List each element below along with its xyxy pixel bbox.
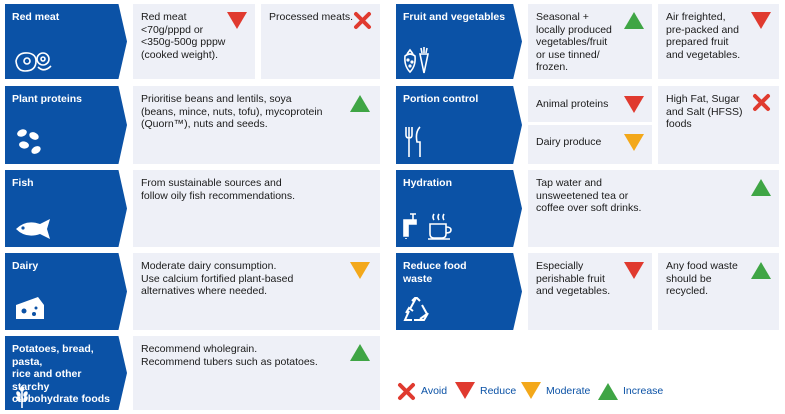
header-title: Hydration — [403, 177, 453, 189]
red-meat-cell: Red meat <70g/pppd or <350g-500g pppw (c… — [133, 4, 255, 79]
header-portion: Portion control — [396, 86, 522, 164]
header-dairy: Dairy — [5, 253, 127, 330]
tap-cup-icon — [403, 213, 452, 240]
moderate-mark — [624, 134, 644, 151]
header-title: Reduce food waste — [403, 260, 467, 285]
cell-text: Prioritise beans and lentils, soya (bean… — [141, 93, 323, 130]
strawberry-carrot-icon — [404, 47, 429, 74]
legend-moderate: Moderate — [521, 381, 590, 401]
cell-text: Processed meats. — [269, 11, 354, 23]
legend-reduce: Reduce — [455, 381, 516, 401]
header-fruit-veg: Fruit and vegetables — [396, 4, 522, 79]
reduce-mark — [227, 12, 247, 29]
legend-label: Avoid — [421, 385, 448, 397]
increase-mark — [350, 95, 370, 112]
cell-text: Especially perishable fruit and vegetabl… — [536, 260, 611, 297]
air-freighted-cell: Air freighted, pre-packed and prepared f… — [658, 4, 779, 79]
hydration-cell: Tap water and unsweetened tea or coffee … — [528, 170, 779, 247]
increase-mark — [751, 262, 771, 279]
header-title: Fish — [12, 177, 34, 189]
header-title: Fruit and vegetables — [403, 11, 506, 23]
cell-text: From sustainable sources and follow oily… — [141, 177, 296, 202]
legend-increase: Increase — [598, 381, 663, 401]
animal-proteins-cell: Animal proteins — [528, 86, 652, 122]
avoid-icon — [398, 382, 415, 400]
avoid-mark — [354, 12, 371, 29]
header-title: Dairy — [12, 260, 39, 272]
wheat-icon — [16, 386, 28, 408]
legend-label: Increase — [623, 385, 664, 397]
meat-icon — [15, 52, 52, 72]
increase-mark — [751, 179, 771, 196]
hfss-cell: High Fat, Sugar and Salt (HFSS) foods — [658, 86, 779, 164]
cell-text: High Fat, Sugar and Salt (HFSS) foods — [666, 93, 743, 130]
moderate-icon — [521, 382, 541, 399]
cheese-icon — [16, 297, 44, 319]
header-starch: Potatoes, bread, pasta, rice and other s… — [5, 336, 127, 410]
moderate-mark — [350, 262, 370, 279]
header-waste: Reduce food waste — [396, 253, 522, 330]
cell-text: Dairy produce — [536, 136, 602, 148]
header-title: Plant proteins — [12, 93, 83, 105]
reduce-mark — [751, 12, 771, 29]
legend-avoid: Avoid — [397, 381, 447, 401]
fruit-veg-cell: Seasonal + locally produced vegetables/f… — [528, 4, 652, 79]
header-hydration: Hydration — [396, 170, 522, 247]
fish-icon — [16, 219, 50, 239]
beans-icon — [17, 129, 41, 154]
plant-proteins-cell: Prioritise beans and lentils, soya (bean… — [133, 86, 380, 164]
cell-text: Animal proteins — [536, 98, 609, 110]
header-fish: Fish — [5, 170, 127, 247]
legend-label: Reduce — [480, 385, 517, 397]
cell-text: Tap water and unsweetened tea or coffee … — [536, 177, 642, 214]
recycle-icon — [403, 297, 429, 321]
cell-text: Any food waste should be recycled. — [666, 260, 738, 297]
header-title: Potatoes, bread, pasta, rice and other s… — [12, 343, 111, 405]
header-title: Red meat — [12, 11, 60, 23]
cell-text: Seasonal + locally produced vegetables/f… — [536, 11, 612, 73]
fish-cell: From sustainable sources and follow oily… — [133, 170, 380, 247]
starch-cell: Recommend wholegrain. Recommend tubers s… — [133, 336, 380, 410]
cell-text: Moderate dairy consumption. Use calcium … — [141, 260, 294, 297]
dairy-cell: Moderate dairy consumption. Use calcium … — [133, 253, 380, 330]
avoid-mark — [753, 94, 770, 111]
perishables-cell: Especially perishable fruit and vegetabl… — [528, 253, 652, 330]
cell-text: Recommend wholegrain. Recommend tubers s… — [141, 343, 318, 368]
legend-label: Moderate — [546, 385, 591, 397]
reduce-icon — [455, 382, 475, 399]
recycled-cell: Any food waste should be recycled. — [658, 253, 779, 330]
header-red-meat: Red meat — [5, 4, 127, 79]
increase-mark — [624, 12, 644, 29]
reduce-mark — [624, 262, 644, 279]
increase-icon — [598, 382, 618, 400]
cutlery-icon — [405, 126, 421, 157]
increase-mark — [350, 344, 370, 361]
dairy-produce-cell: Dairy produce — [528, 125, 652, 164]
reduce-mark — [624, 96, 644, 113]
processed-meat-cell: Processed meats. — [261, 4, 380, 79]
header-plant-proteins: Plant proteins — [5, 86, 127, 164]
header-title: Portion control — [403, 93, 479, 105]
cell-text: Red meat <70g/pppd or <350g-500g pppw (c… — [141, 11, 226, 61]
cell-text: Air freighted, pre-packed and prepared f… — [666, 11, 741, 61]
